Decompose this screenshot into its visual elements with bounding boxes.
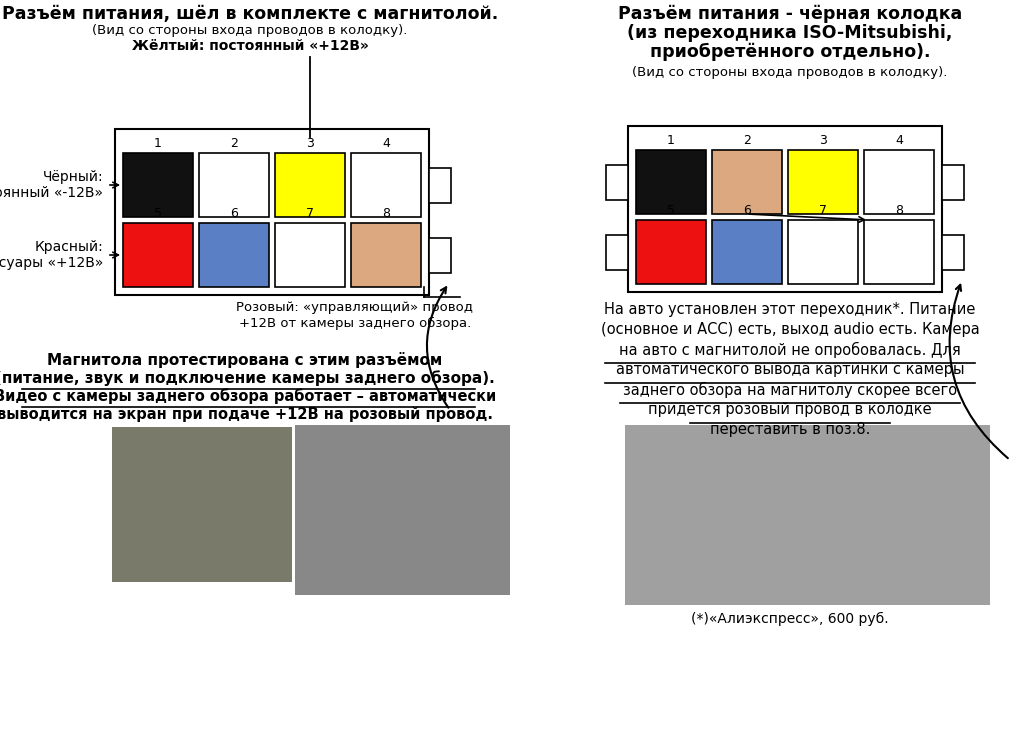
Text: (основное и АСС) есть, выход audio есть. Камера: (основное и АСС) есть, выход audio есть.… bbox=[601, 322, 979, 337]
Bar bbox=[636, 150, 706, 214]
Text: (Вид со стороны входа проводов в колодку).: (Вид со стороны входа проводов в колодку… bbox=[92, 24, 408, 37]
Bar bbox=[199, 223, 269, 287]
Text: на авто с магнитолой не опробовалась. Для: на авто с магнитолой не опробовалась. Дл… bbox=[620, 342, 961, 358]
Bar bbox=[275, 153, 345, 217]
Bar bbox=[942, 235, 964, 270]
Text: 7: 7 bbox=[306, 207, 314, 220]
Bar bbox=[942, 165, 964, 200]
Text: переставить в поз.8.: переставить в поз.8. bbox=[710, 422, 870, 437]
Text: 2: 2 bbox=[743, 134, 751, 147]
Text: автоматического вывода картинки с камеры: автоматического вывода картинки с камеры bbox=[615, 362, 965, 377]
Text: 4: 4 bbox=[895, 134, 903, 147]
Bar bbox=[351, 153, 421, 217]
Bar bbox=[295, 425, 510, 595]
Text: Разъём питания, шёл в комплекте с магнитолой.: Разъём питания, шёл в комплекте с магнит… bbox=[2, 5, 498, 23]
Bar bbox=[712, 220, 782, 284]
Text: приобретённого отдельно).: приобретённого отдельно). bbox=[650, 43, 930, 61]
Text: Розовый: «управляющий» провод: Розовый: «управляющий» провод bbox=[237, 301, 473, 314]
Text: Чёрный:
постоянный «-12В»: Чёрный: постоянный «-12В» bbox=[0, 170, 103, 200]
Bar bbox=[625, 425, 990, 605]
Bar bbox=[275, 223, 345, 287]
Bar bbox=[788, 150, 858, 214]
Text: +12В от камеры заднего обзора.: +12В от камеры заднего обзора. bbox=[239, 317, 471, 330]
Bar bbox=[123, 153, 193, 217]
Text: 3: 3 bbox=[306, 137, 314, 150]
Text: (питание, звук и подключение камеры заднего обзора).: (питание, звук и подключение камеры задн… bbox=[0, 370, 495, 385]
Bar bbox=[788, 220, 858, 284]
Bar bbox=[351, 223, 421, 287]
Text: 1: 1 bbox=[667, 134, 675, 147]
Text: 7: 7 bbox=[819, 204, 827, 217]
Text: 4: 4 bbox=[382, 137, 390, 150]
Bar bbox=[429, 168, 451, 203]
Text: (Вид со стороны входа проводов в колодку).: (Вид со стороны входа проводов в колодку… bbox=[632, 66, 947, 79]
Bar bbox=[199, 153, 269, 217]
Text: (*)«Алиэкспресс», 600 руб.: (*)«Алиэкспресс», 600 руб. bbox=[691, 612, 889, 626]
Bar bbox=[606, 165, 628, 200]
Bar bbox=[712, 150, 782, 214]
Text: 3: 3 bbox=[819, 134, 827, 147]
Bar bbox=[864, 150, 934, 214]
Text: заднего обзора на магнитолу скорее всего: заднего обзора на магнитолу скорее всего bbox=[623, 382, 957, 398]
Text: (из переходника ISO-Mitsubishi,: (из переходника ISO-Mitsubishi, bbox=[628, 24, 952, 42]
Text: На авто установлен этот переходник*. Питание: На авто установлен этот переходник*. Пит… bbox=[604, 302, 976, 317]
Text: выводится на экран при подаче +12В на розовый провод.: выводится на экран при подаче +12В на ро… bbox=[0, 406, 493, 421]
Bar bbox=[429, 238, 451, 273]
Text: Жёлтый: постоянный «+12В»: Жёлтый: постоянный «+12В» bbox=[131, 39, 369, 53]
Bar bbox=[115, 129, 429, 295]
Text: Разъём питания - чёрная колодка: Разъём питания - чёрная колодка bbox=[617, 5, 963, 23]
Text: Видео с камеры заднего обзора работает – автоматически: Видео с камеры заднего обзора работает –… bbox=[0, 388, 496, 404]
Text: 6: 6 bbox=[743, 204, 751, 217]
Text: Магнитола протестирована с этим разъёмом: Магнитола протестирована с этим разъёмом bbox=[47, 352, 442, 368]
Bar bbox=[606, 235, 628, 270]
Bar bbox=[628, 126, 942, 292]
Bar bbox=[123, 223, 193, 287]
Text: 8: 8 bbox=[382, 207, 390, 220]
Text: 6: 6 bbox=[230, 207, 238, 220]
Bar bbox=[864, 220, 934, 284]
Bar bbox=[112, 427, 292, 582]
Text: Красный:
Аксессуары «+12В»: Красный: Аксессуары «+12В» bbox=[0, 240, 103, 270]
Text: 5: 5 bbox=[154, 207, 162, 220]
Bar bbox=[636, 220, 706, 284]
Text: 5: 5 bbox=[667, 204, 675, 217]
Text: 8: 8 bbox=[895, 204, 903, 217]
Text: 2: 2 bbox=[230, 137, 238, 150]
Text: придется розовый провод в колодке: придется розовый провод в колодке bbox=[648, 402, 932, 417]
Text: 1: 1 bbox=[154, 137, 162, 150]
